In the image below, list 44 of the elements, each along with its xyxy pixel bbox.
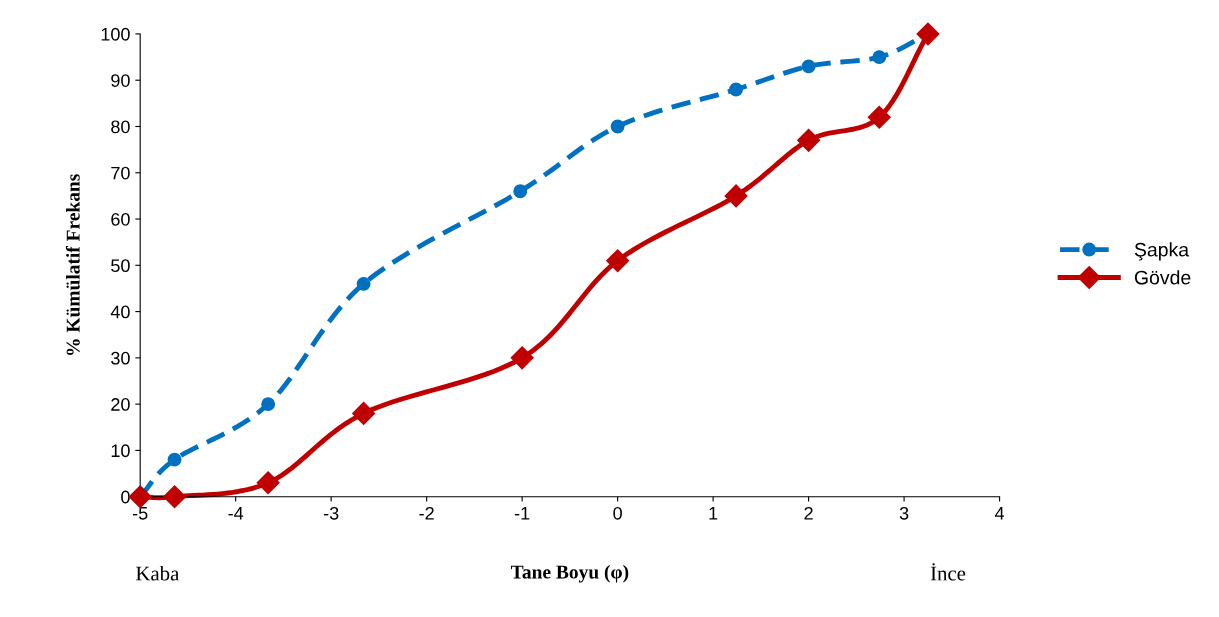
y-tick-label: 30 bbox=[111, 351, 130, 365]
text: Kaba bbox=[135, 565, 180, 581]
y-tick-label: 0 bbox=[121, 490, 130, 504]
y-tick-label: 90 bbox=[111, 74, 130, 87]
point bbox=[867, 105, 891, 129]
x-tick-label: -3 bbox=[323, 506, 339, 520]
y-tick-label: 80 bbox=[111, 120, 130, 134]
y-tick-label: 70 bbox=[111, 166, 130, 180]
point bbox=[606, 249, 630, 273]
x-tick-label: 1 bbox=[709, 507, 718, 520]
text: İnce bbox=[930, 563, 966, 581]
point bbox=[352, 401, 376, 425]
y-tick-label: 40 bbox=[110, 305, 130, 319]
x-tick-label: 2 bbox=[804, 506, 813, 520]
point bbox=[256, 471, 280, 495]
point bbox=[797, 128, 821, 152]
y-axis-title: % Kümülatif Frekans bbox=[65, 174, 80, 355]
point bbox=[872, 50, 887, 65]
legend-label: Gövde bbox=[1134, 270, 1191, 285]
point bbox=[510, 346, 534, 370]
y-tick-label: 50 bbox=[111, 259, 130, 273]
point bbox=[163, 485, 187, 509]
x-tick-label: -1 bbox=[514, 507, 530, 520]
legend-label: Şapka bbox=[1134, 242, 1190, 261]
x-axis-title: Tane Boyu (φ) bbox=[510, 564, 629, 583]
y-tick-label: 60 bbox=[111, 212, 130, 226]
point bbox=[167, 452, 182, 467]
x-tick-label: 0 bbox=[613, 506, 622, 520]
point bbox=[356, 276, 371, 291]
x-tick-label: -4 bbox=[228, 507, 244, 520]
point bbox=[916, 22, 940, 46]
y-tick-label: 20 bbox=[111, 398, 130, 411]
point bbox=[513, 184, 528, 199]
point bbox=[610, 119, 625, 134]
x-tick-label: -2 bbox=[419, 506, 434, 520]
y-tick-label: 100 bbox=[101, 27, 130, 41]
x-tick-label: -5 bbox=[132, 507, 148, 520]
point bbox=[724, 184, 748, 208]
point bbox=[729, 82, 743, 97]
point bbox=[801, 59, 816, 74]
point bbox=[261, 397, 276, 412]
x-tick-label: 4 bbox=[994, 507, 1005, 520]
x-tick-label: 3 bbox=[899, 506, 909, 520]
y-tick-label: 10 bbox=[111, 444, 130, 458]
